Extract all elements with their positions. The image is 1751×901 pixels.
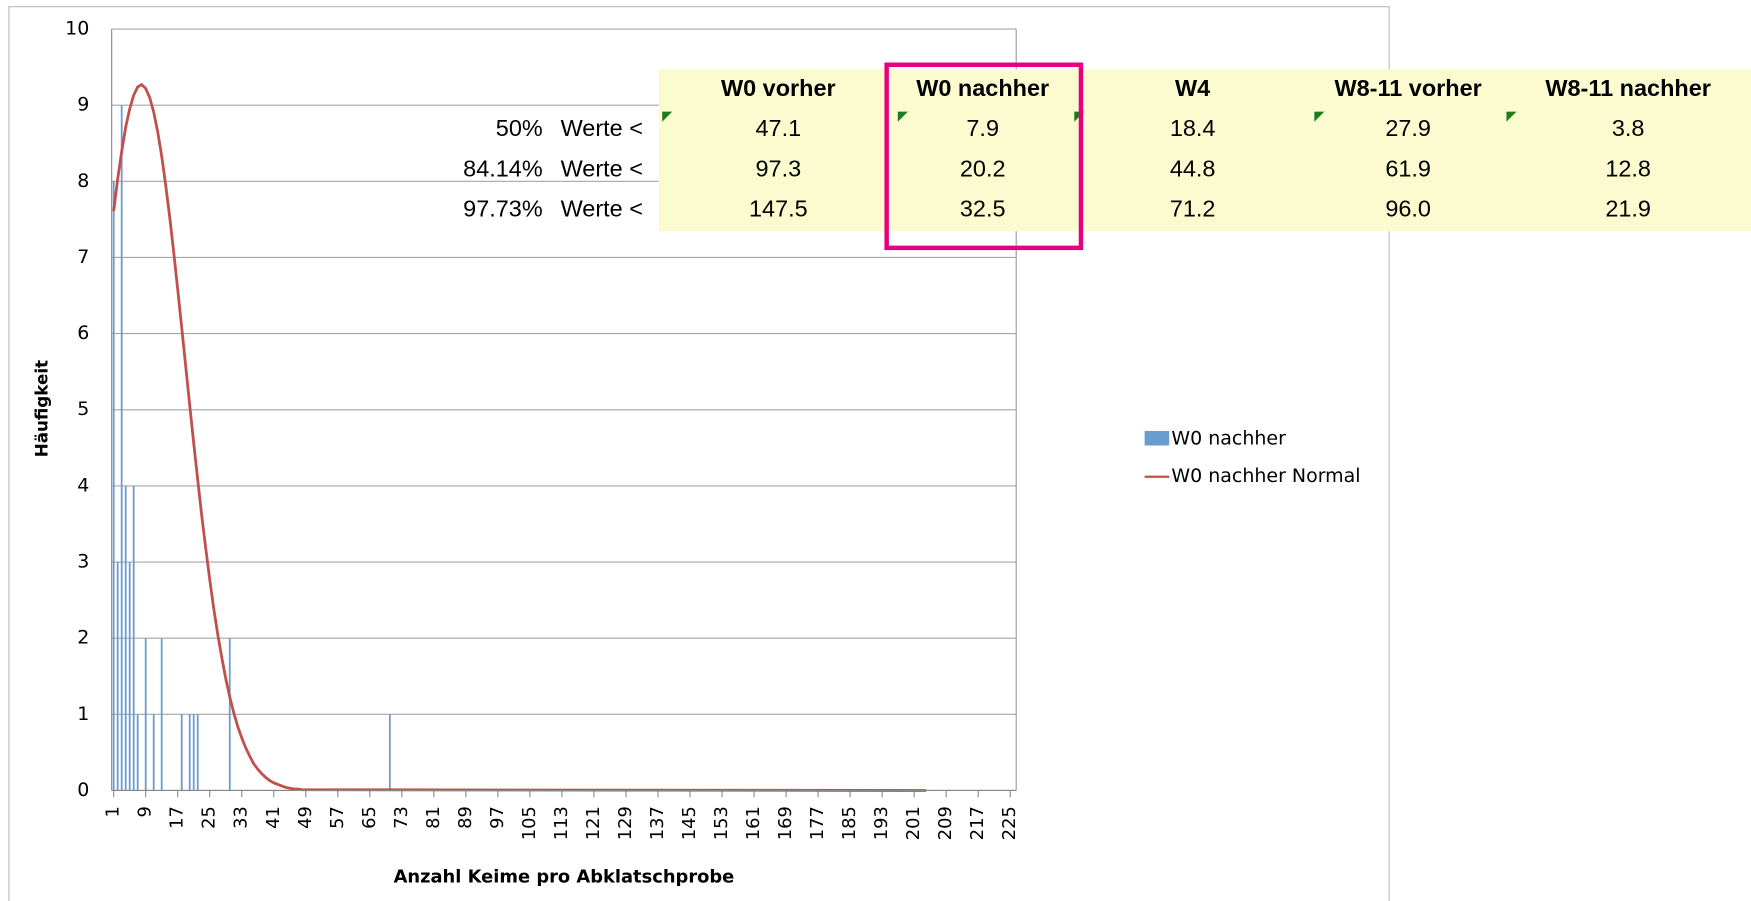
y-tick-label: 6 [77, 322, 89, 344]
x-tick-label: 201 [903, 806, 924, 840]
x-tick-label: 145 [679, 806, 700, 840]
bar [180, 714, 183, 791]
y-tick-label: 8 [77, 170, 89, 192]
y-tick-label: 5 [77, 398, 89, 420]
y-axis-title: Häufigkeit [31, 360, 51, 457]
x-tick-label: 25 [199, 806, 220, 829]
x-tick-label: 193 [871, 806, 892, 840]
y-tick-label: 3 [77, 551, 89, 573]
bar [228, 638, 231, 791]
chart-frame [8, 6, 1390, 901]
y-tick-label: 7 [77, 246, 89, 268]
x-tick-label: 129 [615, 806, 636, 840]
x-tick-label: 217 [967, 806, 988, 840]
bar [112, 181, 115, 791]
x-tick-label: 49 [295, 806, 316, 829]
x-tick-label: 113 [551, 806, 572, 840]
x-tick-label: 41 [263, 806, 284, 829]
y-tick-label: 2 [77, 627, 89, 649]
x-tick-label: 17 [167, 806, 188, 829]
y-tick-label: 1 [77, 703, 89, 725]
y-tick-label: 9 [77, 94, 89, 116]
bar [136, 714, 139, 791]
bar [120, 105, 123, 791]
x-tick-label: 65 [359, 806, 380, 829]
x-tick-label: 33 [231, 806, 252, 829]
x-tick-label: 177 [807, 806, 828, 840]
legend-label: W0 nachher [1171, 427, 1286, 449]
bar [192, 714, 195, 791]
x-tick-label: 97 [487, 806, 508, 829]
bar [124, 485, 127, 791]
x-tick-label: 169 [775, 806, 796, 840]
x-tick-label: 1 [103, 806, 124, 817]
bar [128, 562, 131, 791]
x-tick-label: 105 [519, 806, 540, 840]
bar [152, 714, 155, 791]
bar [196, 714, 199, 791]
x-tick-label: 185 [839, 806, 860, 840]
legend-label: W0 nachher Normal [1171, 465, 1360, 487]
bar [160, 638, 163, 791]
x-tick-label: 81 [423, 806, 444, 829]
x-tick-label: 153 [711, 806, 732, 840]
bar [388, 714, 391, 791]
x-tick-label: 57 [327, 806, 348, 829]
x-axis-title: Anzahl Keime pro Abklatschprobe [394, 867, 735, 888]
x-tick-label: 225 [999, 806, 1020, 840]
x-tick-label: 209 [935, 806, 956, 840]
x-tick-label: 9 [135, 806, 156, 817]
x-tick-label: 121 [583, 806, 604, 840]
x-tick-label: 89 [455, 806, 476, 829]
bar [116, 562, 119, 791]
x-tick-label: 161 [743, 806, 764, 840]
bar [188, 714, 191, 791]
line [112, 82, 927, 792]
x-tick-label: 137 [647, 806, 668, 840]
y-tick-label: 4 [77, 474, 89, 496]
bar [144, 638, 147, 791]
y-tick-label: 10 [65, 18, 89, 40]
y-tick-label: 0 [77, 779, 89, 801]
bar [132, 485, 135, 791]
x-tick-label: 73 [391, 806, 412, 829]
legend-swatch [1144, 430, 1170, 446]
